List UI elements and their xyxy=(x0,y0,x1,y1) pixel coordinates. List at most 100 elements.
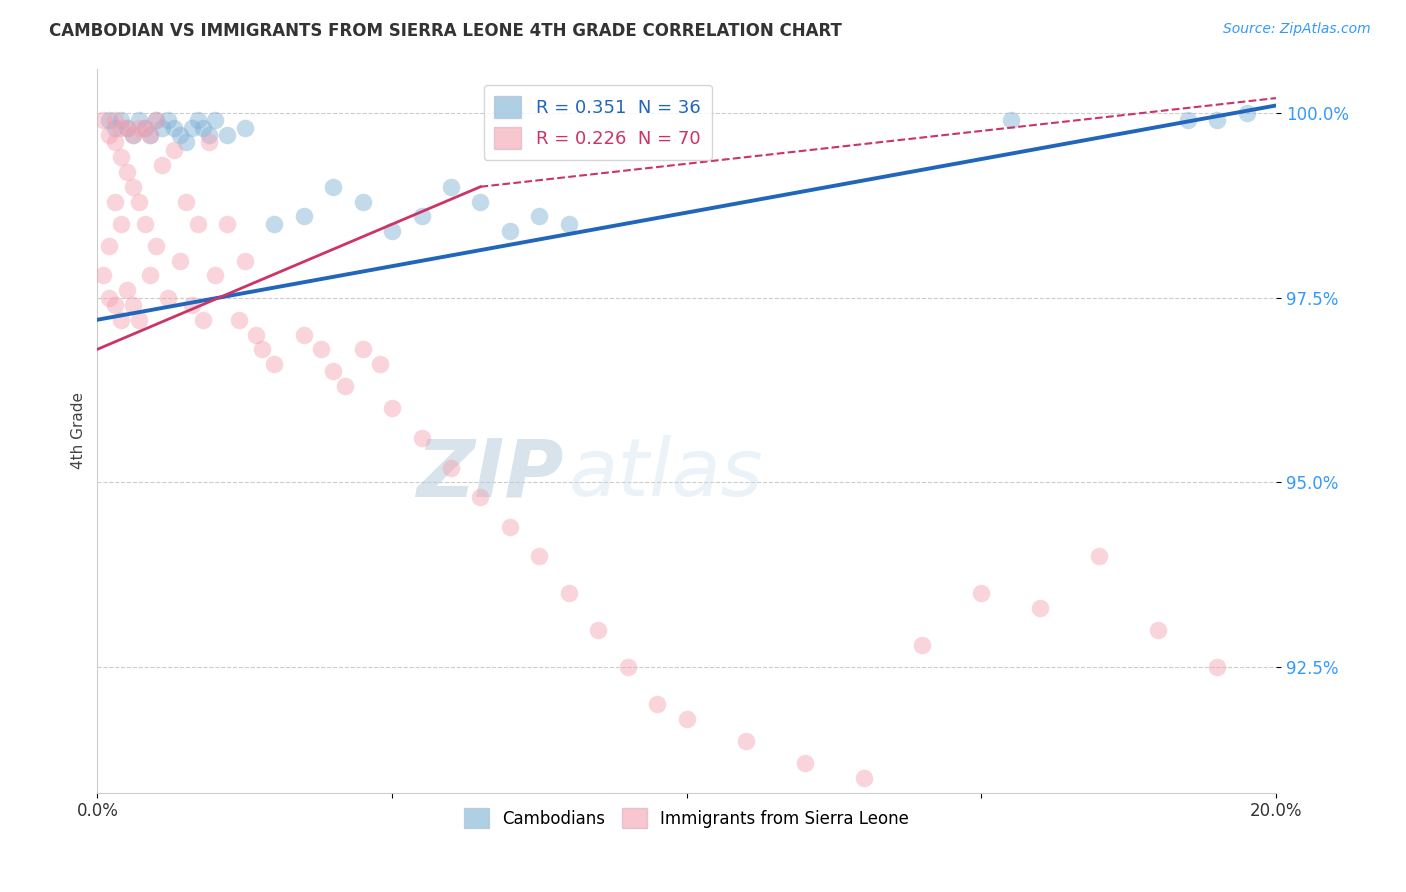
Point xyxy=(734,734,756,748)
Point xyxy=(198,128,221,142)
Point xyxy=(115,283,138,297)
Point xyxy=(675,712,697,726)
Point xyxy=(163,120,186,135)
Point xyxy=(352,343,374,357)
Point xyxy=(470,490,492,504)
Point xyxy=(98,291,121,305)
Point xyxy=(233,120,256,135)
Point xyxy=(174,136,197,150)
Point xyxy=(121,128,143,142)
Point xyxy=(1147,623,1170,637)
Point xyxy=(558,586,581,600)
Text: CAMBODIAN VS IMMIGRANTS FROM SIERRA LEONE 4TH GRADE CORRELATION CHART: CAMBODIAN VS IMMIGRANTS FROM SIERRA LEON… xyxy=(49,22,842,40)
Point xyxy=(193,120,215,135)
Point xyxy=(91,113,114,128)
Point xyxy=(411,431,433,445)
Point xyxy=(558,217,581,231)
Point xyxy=(1029,601,1052,615)
Point xyxy=(368,357,391,371)
Point xyxy=(245,327,267,342)
Point xyxy=(104,120,127,135)
Point xyxy=(169,128,191,142)
Point xyxy=(104,298,127,312)
Point xyxy=(163,143,186,157)
Point xyxy=(139,128,162,142)
Point xyxy=(970,586,993,600)
Point xyxy=(252,343,274,357)
Point xyxy=(187,113,209,128)
Point xyxy=(381,401,404,416)
Point xyxy=(1206,113,1229,128)
Point xyxy=(139,268,162,283)
Point xyxy=(145,239,167,253)
Point xyxy=(121,179,143,194)
Point xyxy=(263,357,285,371)
Point xyxy=(263,217,285,231)
Point xyxy=(98,128,121,142)
Point xyxy=(1088,549,1111,564)
Point xyxy=(215,128,238,142)
Point xyxy=(588,623,610,637)
Point xyxy=(529,209,551,223)
Point xyxy=(187,217,209,231)
Point xyxy=(115,120,138,135)
Point xyxy=(104,113,127,128)
Point xyxy=(204,113,226,128)
Point xyxy=(1177,113,1199,128)
Point xyxy=(180,298,202,312)
Y-axis label: 4th Grade: 4th Grade xyxy=(72,392,86,469)
Point xyxy=(134,217,156,231)
Point xyxy=(145,113,167,128)
Point xyxy=(115,120,138,135)
Point xyxy=(617,660,640,674)
Point xyxy=(793,756,815,770)
Point xyxy=(150,120,173,135)
Point xyxy=(150,158,173,172)
Text: atlas: atlas xyxy=(569,435,763,513)
Point xyxy=(110,312,132,326)
Point xyxy=(1000,113,1022,128)
Point xyxy=(322,179,344,194)
Point xyxy=(198,136,221,150)
Point xyxy=(128,120,150,135)
Point xyxy=(292,209,315,223)
Point xyxy=(110,150,132,164)
Point xyxy=(333,379,356,393)
Point xyxy=(228,312,250,326)
Text: Source: ZipAtlas.com: Source: ZipAtlas.com xyxy=(1223,22,1371,37)
Point xyxy=(134,120,156,135)
Point xyxy=(115,165,138,179)
Text: ZIP: ZIP xyxy=(416,435,562,513)
Point xyxy=(180,120,202,135)
Point xyxy=(157,291,180,305)
Point xyxy=(381,224,404,238)
Point xyxy=(645,697,668,711)
Point xyxy=(110,217,132,231)
Point xyxy=(128,194,150,209)
Point xyxy=(157,113,180,128)
Point xyxy=(110,113,132,128)
Point xyxy=(529,549,551,564)
Point xyxy=(1236,106,1258,120)
Point xyxy=(128,312,150,326)
Point xyxy=(322,364,344,378)
Point xyxy=(104,136,127,150)
Point xyxy=(215,217,238,231)
Point xyxy=(110,120,132,135)
Point xyxy=(499,519,522,533)
Point xyxy=(98,113,121,128)
Point xyxy=(91,268,114,283)
Point xyxy=(440,179,463,194)
Legend: Cambodians, Immigrants from Sierra Leone: Cambodians, Immigrants from Sierra Leone xyxy=(457,801,915,835)
Point xyxy=(311,343,333,357)
Point xyxy=(145,113,167,128)
Point xyxy=(139,128,162,142)
Point xyxy=(499,224,522,238)
Point xyxy=(169,253,191,268)
Point xyxy=(233,253,256,268)
Point xyxy=(352,194,374,209)
Point xyxy=(174,194,197,209)
Point xyxy=(292,327,315,342)
Point xyxy=(193,312,215,326)
Point xyxy=(440,460,463,475)
